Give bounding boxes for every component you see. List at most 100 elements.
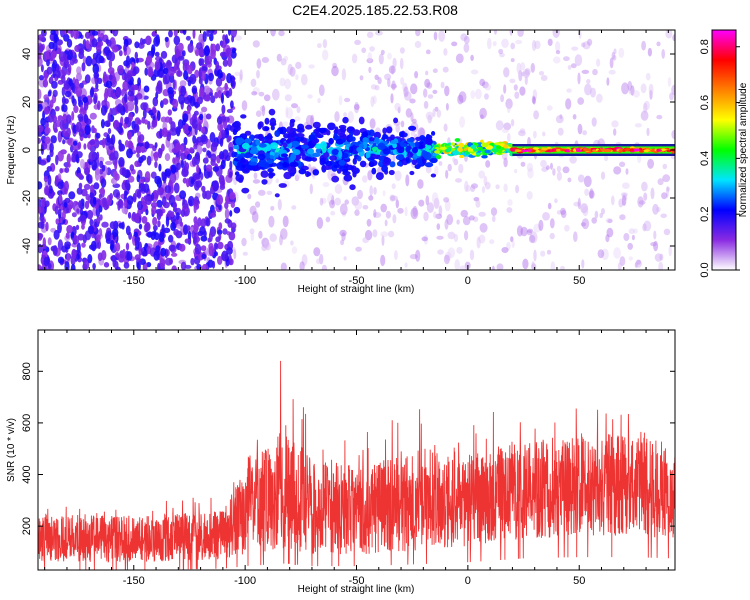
spectrogram-cell (465, 184, 471, 192)
spectrogram-cell (38, 44, 44, 52)
spectrogram-cell (480, 142, 489, 148)
spectrogram-cell (517, 30, 524, 37)
spectrogram-cell (38, 75, 45, 81)
spectrogram-cell (64, 180, 69, 192)
spectrogram-cell (64, 90, 72, 98)
spectrogram-cell (514, 149, 522, 152)
spectrogram-cell (390, 83, 398, 89)
spectrogram-cell (374, 136, 380, 145)
spectrogram-cell (433, 31, 438, 41)
spectrogram-cell (126, 148, 133, 159)
spectrogram-cell (522, 258, 529, 270)
spectrogram-cell (50, 135, 57, 144)
spectrogram-cell (197, 217, 202, 227)
spectrogram-cell (527, 167, 534, 179)
spectrogram-cell (607, 219, 613, 223)
spectrogram-cell (138, 42, 145, 49)
spectrogram-cell (175, 142, 181, 152)
spectrogram-cell (187, 64, 193, 75)
spectrogram-cell (665, 30, 673, 39)
spectrogram-cell (334, 197, 342, 206)
spectrogram-cell (215, 77, 223, 87)
spectrogram-cell (560, 209, 567, 219)
spectrogram-cell (622, 182, 630, 189)
spectrogram-cell (352, 170, 357, 178)
spectrogram-panel: -150 -100 -50 0 50 -40 -20 0 20 40 Height of str… (6, 29, 676, 295)
colorbar-tick-label: 0.0 (699, 262, 711, 277)
spectrogram-cell (276, 53, 282, 62)
spectrogram-cell (637, 196, 644, 208)
spectrogram-cell (154, 60, 161, 71)
spectrogram-cell (38, 198, 42, 210)
spectrogram-cell (286, 126, 294, 134)
spectrogram-cell (640, 83, 647, 94)
spectrogram-cell (407, 151, 414, 158)
spectrogram-cell (123, 199, 128, 209)
spectrogram-cell (480, 114, 484, 120)
spectrogram-cell (132, 192, 137, 203)
spectrogram-cell (633, 228, 638, 234)
spectrogram-cell (489, 239, 495, 245)
spectrogram-cell (495, 145, 502, 150)
spectrogram-cell (432, 68, 438, 73)
spectrogram-cell (216, 86, 223, 94)
spectrogram-cell (453, 158, 459, 166)
spectrogram-cell (629, 148, 634, 152)
spectrogram-cell (186, 153, 192, 161)
spectrogram-cell (229, 192, 236, 200)
spectrogram-cell (214, 91, 219, 99)
spectrogram-cell (659, 253, 664, 261)
spectrogram-cell (178, 243, 186, 252)
spectrogram-cell (352, 129, 361, 136)
spectrogram-cell (319, 158, 326, 166)
spectrogram-cell (201, 66, 208, 72)
spectrogram-cell (282, 121, 289, 127)
spectrogram-cell (115, 252, 120, 258)
spectrogram-cell (163, 227, 171, 234)
spectrogram-cell (205, 164, 213, 172)
spectrogram-cell (436, 223, 441, 231)
spectrogram-cell (235, 174, 244, 182)
spectrogram-cell (78, 116, 84, 122)
snr-x-tick-label: -100 (234, 575, 256, 587)
spectrogram-cell (160, 247, 167, 257)
spectrogram-cell (357, 189, 363, 200)
spectrogram-cell (654, 253, 663, 262)
spectrogram-cell (409, 254, 418, 260)
spectrogram-cell (387, 52, 392, 60)
spectrogram-cell (312, 169, 320, 176)
spectrogram-cell (261, 237, 270, 249)
spectrogram-cell (108, 74, 113, 81)
spectrogram-cell (542, 131, 546, 137)
spectrogram-cell (339, 229, 347, 237)
spectrogram-cell (83, 100, 89, 111)
spectrogram-cell (170, 164, 177, 174)
spectrogram-cell (200, 218, 207, 228)
spectrogram-cell (552, 148, 557, 151)
spectrogram-cell (159, 187, 164, 193)
spectrogram-cell (556, 148, 561, 152)
spectrogram-cell (183, 70, 189, 81)
spectrogram-cell (226, 124, 232, 131)
spectrogram-cell (65, 59, 69, 65)
spectrogram-cell (324, 164, 332, 170)
spectrogram-cell (431, 192, 439, 205)
spectrogram-cell (65, 232, 70, 239)
spectrogram-cell (550, 162, 553, 170)
spectrogram-cell (540, 250, 546, 257)
spectrogram-cell (531, 39, 537, 52)
spectrogram-cell (191, 118, 198, 130)
spectrogram-cell (501, 128, 509, 133)
spectrogram-cell (447, 247, 456, 258)
spectrogram-cell (554, 198, 558, 204)
spectrogram-cell (400, 77, 405, 85)
spectrogram-cell (577, 197, 581, 210)
spectrogram-cell (589, 188, 594, 199)
spectrogram-cell (521, 71, 526, 77)
spectrogram-cell (84, 31, 91, 39)
spectrogram-cell (391, 80, 396, 91)
spectrogram-cell (421, 236, 428, 242)
spectrogram-cell (171, 252, 178, 257)
spectrogram-cell (368, 129, 375, 137)
spectrogram-cell (507, 199, 513, 206)
